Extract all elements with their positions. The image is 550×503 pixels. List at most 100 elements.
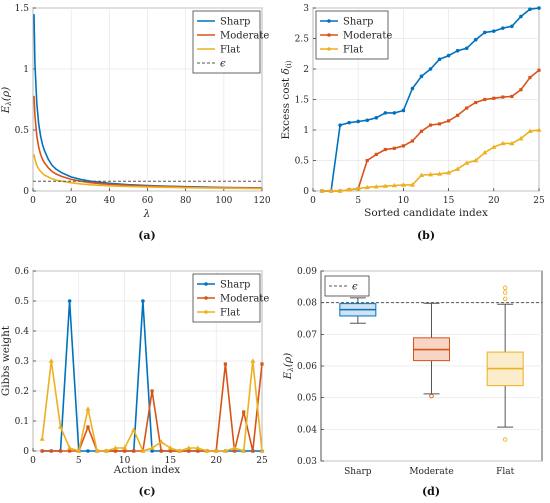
xtick-label: 0: [30, 196, 36, 206]
xtick-label: 5: [76, 456, 82, 466]
data-point: [510, 94, 514, 99]
data-point: [419, 74, 424, 79]
data-point: [186, 445, 192, 450]
data-point: [491, 144, 497, 149]
data-point: [464, 160, 470, 165]
data-point: [519, 88, 523, 92]
outlier-point: [502, 290, 508, 295]
data-point: [122, 445, 128, 450]
data-point: [141, 299, 145, 303]
data-point: [418, 172, 425, 177]
data-point: [58, 449, 63, 453]
xtick-label: 120: [253, 196, 270, 206]
data-point: [40, 449, 44, 453]
data-point: [392, 146, 396, 150]
panel-b-xlabel: Sorted candidate index: [364, 207, 488, 219]
data-point: [455, 48, 460, 53]
data-point: [251, 449, 255, 453]
data-point: [196, 449, 200, 453]
data-point: [338, 123, 342, 127]
legend-label-moderate: Moderate: [220, 31, 269, 42]
panel-b-caption: (b): [417, 229, 435, 242]
data-point: [518, 135, 524, 141]
xtick-label: 15: [165, 456, 177, 466]
xtick-label: 15: [443, 196, 455, 206]
data-point: [149, 445, 155, 450]
ytick-label: 0.04: [297, 425, 317, 435]
ytick-label: 0.08: [297, 299, 317, 309]
xtick-label: 10: [398, 196, 410, 206]
xtick-label: 80: [180, 196, 192, 206]
data-point: [410, 86, 415, 91]
data-point: [364, 184, 370, 190]
legend-label-flat: Flat: [343, 45, 363, 56]
category-label-moderate: Moderate: [409, 467, 453, 477]
data-point: [94, 448, 100, 453]
xtick-label: 10: [119, 456, 131, 466]
data-point: [527, 128, 533, 134]
data-point: [176, 448, 183, 453]
panel-c-caption: (c): [138, 485, 155, 498]
data-point: [482, 30, 487, 35]
data-point: [232, 449, 237, 453]
panel-d-ylabel: Eλ(ρ): [282, 353, 295, 380]
panel-b-ylabel: Excess cost δ(i): [280, 60, 293, 139]
data-point: [346, 187, 352, 192]
xtick-label: 20: [488, 196, 500, 206]
ytick-label: 0.06: [297, 362, 317, 372]
data-point: [150, 389, 154, 393]
data-point: [103, 448, 109, 453]
xtick-label: 20: [210, 456, 222, 466]
legend-label-sharp: Sharp: [343, 17, 373, 28]
data-point: [347, 120, 351, 125]
data-point: [85, 406, 91, 411]
data-point: [242, 410, 246, 414]
data-point: [383, 147, 387, 152]
data-point: [355, 185, 361, 191]
data-point: [383, 111, 388, 115]
data-point: [437, 122, 442, 126]
legend-marker: [204, 282, 208, 286]
data-point: [113, 449, 118, 453]
xtick-label: 25: [256, 456, 268, 466]
data-point: [528, 7, 532, 12]
data-point: [365, 118, 370, 123]
data-point: [158, 439, 164, 444]
ytick-label: 2.5: [295, 35, 310, 45]
data-point: [483, 97, 487, 102]
panel-a-xlabel: λ: [143, 208, 151, 220]
data-point: [86, 449, 90, 453]
xtick-label: 0: [310, 196, 316, 206]
data-point: [365, 158, 369, 163]
data-point: [140, 448, 146, 453]
data-point: [260, 362, 264, 366]
legend-label-moderate: Moderate: [343, 31, 392, 42]
data-point: [67, 445, 73, 450]
data-point: [409, 182, 416, 187]
data-point: [492, 29, 496, 33]
data-point: [510, 24, 514, 29]
data-point: [474, 100, 478, 105]
xtick-label: 60: [142, 196, 154, 206]
category-label-sharp: Sharp: [344, 467, 372, 477]
data-point: [67, 299, 72, 303]
data-point: [250, 358, 256, 363]
ytick-label: 0: [23, 187, 29, 197]
legend-label-epsilon: ϵ: [352, 282, 358, 293]
data-point: [428, 123, 433, 127]
ytick-label: 0.5: [15, 126, 30, 136]
legend-label-flat: Flat: [220, 308, 240, 319]
ytick-label: 0.5: [295, 157, 310, 167]
legend-label-flat: Flat: [220, 45, 240, 56]
data-point: [400, 182, 406, 187]
legend-marker: [327, 33, 331, 37]
data-point: [382, 183, 388, 188]
data-point: [222, 448, 228, 453]
legend-label-epsilon: ϵ: [220, 59, 226, 70]
ytick-label: 0.05: [297, 394, 317, 404]
ytick-label: 0: [23, 447, 29, 457]
data-point: [455, 166, 461, 171]
panel-a: 0 0.5 1 1.5 0 20 40 60 80 100 120 Sharp Moderate Flat…: [0, 4, 271, 242]
panel-c-ylabel: Gibbs weight: [0, 325, 12, 396]
